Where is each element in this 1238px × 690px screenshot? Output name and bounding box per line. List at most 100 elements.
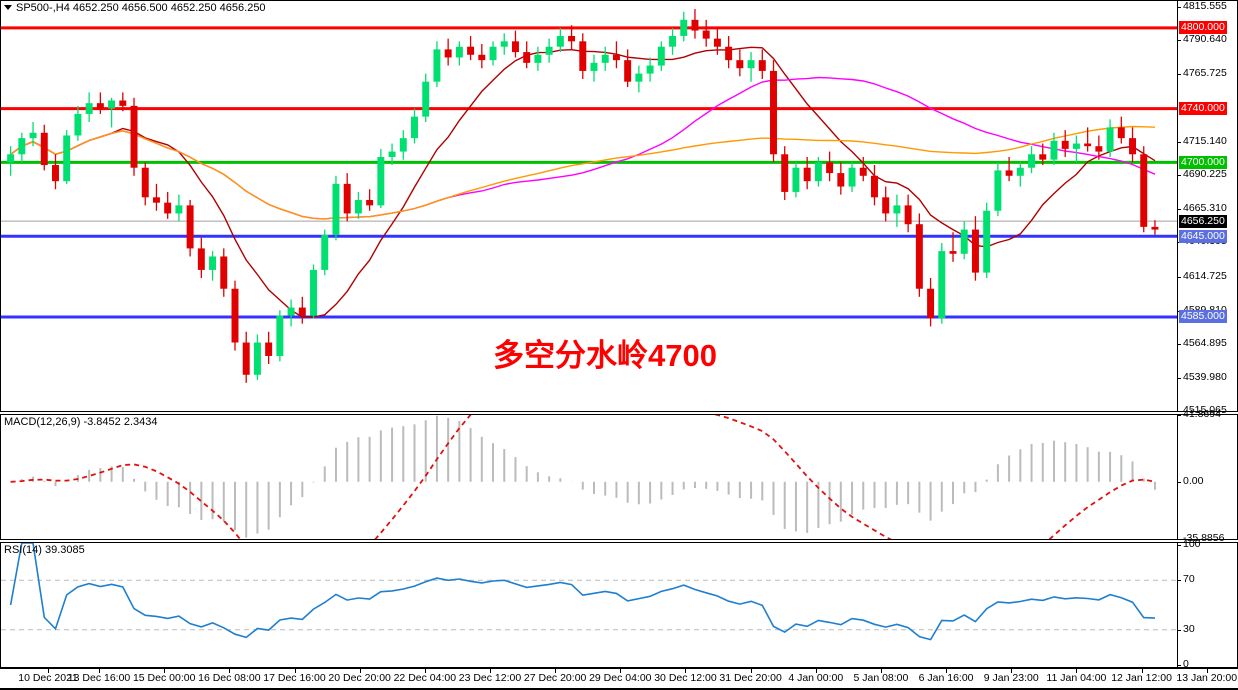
rsi-tick-label: 0 (1183, 658, 1189, 670)
rsi-tick-label: 30 (1183, 622, 1195, 635)
bull-bear-watershed-note[interactable]: 多空分水岭4700 (493, 338, 717, 373)
rsi-panel: RSI(14) 39.3085 100 70 30 0 (0, 538, 1238, 670)
time-tick-label: 31 Dec 20:00 (719, 672, 782, 684)
price-tick: 4815.555 (1177, 0, 1237, 12)
candle-body (870, 175, 878, 198)
candle-body (377, 156, 385, 206)
time-tick-label: 11 Jan 04:00 (1046, 672, 1107, 684)
candle-body (511, 41, 519, 53)
time-tick (359, 668, 361, 673)
time-tick-label: 9 Jan 23:00 (983, 672, 1039, 684)
candle-body (63, 135, 71, 182)
candle-body (108, 100, 116, 109)
candlestick-series (1, 9, 1177, 383)
ma-slow (10, 76, 1156, 220)
candle-body (814, 162, 822, 182)
time-tick (164, 668, 166, 673)
time-tick-label: 13 Dec 16:00 (67, 672, 131, 684)
price-tick: 4790.640 (1177, 33, 1237, 45)
rsi-plot-area[interactable] (1, 543, 1177, 667)
candle-body (332, 183, 340, 235)
time-tick (294, 668, 296, 673)
time-axis[interactable]: 10 Dec 2021 13 Dec 16:00 15 Dec 00:00 16 De… (0, 668, 1238, 690)
rsi-tick: 0 (1177, 658, 1237, 670)
price-label-4740[interactable]: 4740.000 (1179, 102, 1227, 116)
candle-body (399, 138, 407, 152)
candle-body (669, 35, 677, 47)
candle-body (960, 229, 968, 254)
candle-body (938, 251, 946, 319)
candle-body (893, 205, 901, 214)
time-tick (1011, 668, 1013, 673)
symbol-header[interactable]: SP500-,H4 4652.250 4656.500 4652.250 465… (4, 2, 266, 14)
ma-fast (10, 46, 1156, 318)
price-tick-label: 4539.980 (1183, 370, 1227, 383)
time-tick-label: 27 Dec 20:00 (523, 672, 587, 684)
price-tick: 4765.725 (1177, 67, 1237, 79)
price-plot-area[interactable]: 多空分水岭4700 (1, 1, 1177, 411)
time-tick (1141, 668, 1143, 673)
price-label-4800[interactable]: 4800.000 (1179, 21, 1227, 35)
time-tick-label: 17 Dec 16:00 (263, 672, 326, 684)
candle-body (680, 19, 688, 36)
candle-body (568, 35, 576, 42)
candle-body (29, 132, 37, 139)
candle-body (534, 54, 542, 63)
candle-body (859, 167, 867, 176)
candle-body (500, 41, 508, 47)
price-tick: 4665.310 (1177, 202, 1237, 214)
candle-body (971, 229, 979, 273)
candle-body (96, 103, 104, 109)
time-tick (685, 668, 687, 673)
price-tick: 4715.140 (1177, 135, 1237, 147)
price-scale-axis[interactable]: 4815.555 4790.640 4765.725 4715.140 4690.225… (1177, 0, 1237, 416)
price-tick: 4564.895 (1177, 337, 1237, 349)
price-tick-label: 4690.225 (1183, 168, 1227, 181)
caret-down-icon[interactable] (4, 4, 12, 10)
candle-body (1072, 143, 1080, 149)
current-price-label[interactable]: 4656.250 (1179, 214, 1227, 228)
candle-body (556, 35, 564, 47)
candle-body (781, 154, 789, 192)
time-tick-label: 20 Dec 20:00 (328, 672, 391, 684)
macd-tick-label: 41.8694 (1183, 408, 1221, 420)
price-tick-label: 4564.895 (1183, 337, 1227, 349)
symbol-header-text: SP500-,H4 4652.250 4656.500 4652.250 465… (16, 2, 266, 14)
time-tick (750, 668, 752, 673)
macd-tick: -35.8856 (1177, 532, 1237, 544)
candle-body (366, 199, 374, 206)
time-tick (555, 668, 557, 673)
candle-body (792, 167, 800, 192)
candle-body (455, 46, 463, 58)
price-label-4585[interactable]: 4585.000 (1179, 310, 1227, 324)
candle-body (478, 54, 486, 61)
time-tick-label: 16 Dec 08:00 (198, 672, 261, 684)
time-tick-label: 15 Dec 00:00 (132, 672, 196, 684)
time-tick (489, 668, 491, 673)
time-tick (424, 668, 426, 673)
candle-body (388, 151, 396, 157)
candle-body (1129, 138, 1136, 155)
candle-body (758, 60, 766, 71)
time-tick (229, 668, 231, 673)
price-chart-panel: SP500-,H4 4652.250 4656.500 4652.250 465… (0, 0, 1238, 416)
macd-scale-axis: 41.8694 0.00 -35.8856 (1177, 408, 1237, 544)
candle-body (175, 205, 183, 214)
candle-body (601, 54, 609, 63)
candle-body (1005, 170, 1013, 176)
rsi-tick-label: 100 (1183, 538, 1201, 550)
price-label-4700[interactable]: 4700.000 (1179, 155, 1227, 169)
time-tick-label: 12 Jan 12:00 (1111, 672, 1172, 684)
rsi-tick: 100 (1177, 538, 1237, 550)
candle-body (579, 41, 587, 71)
candle-body (1050, 140, 1058, 160)
macd-tick-label: -35.8856 (1183, 532, 1225, 544)
candle-body (713, 38, 721, 47)
time-tick (815, 668, 817, 673)
price-tick-label: 4515.065 (1183, 404, 1227, 416)
candle-body (74, 113, 82, 136)
macd-plot-area[interactable] (1, 415, 1177, 539)
price-label-4645[interactable]: 4645.000 (1179, 229, 1227, 243)
candle-body (736, 60, 744, 69)
